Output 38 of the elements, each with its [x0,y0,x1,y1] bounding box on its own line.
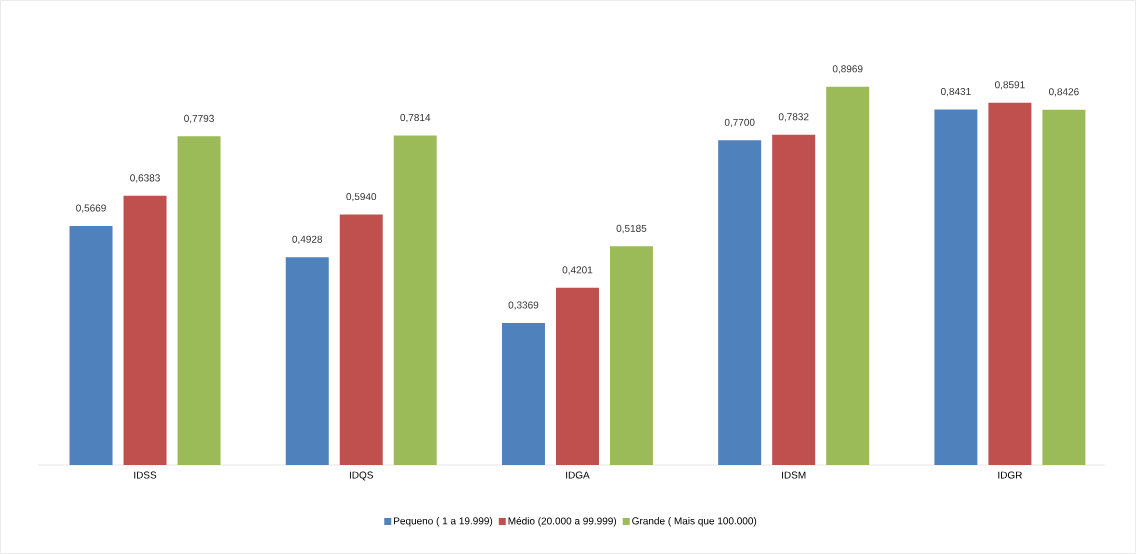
data-label: 0,3369 [508,301,539,310]
bar [934,109,978,465]
bar [339,214,383,465]
bar [393,135,437,465]
bar [123,195,167,465]
bar [988,102,1032,465]
x-tick-label: IDSS [134,471,157,479]
bar [177,136,221,465]
bar [555,287,599,465]
legend-label: Pequeno ( 1 a 19.999) [394,517,493,527]
bar [772,134,816,465]
x-tick-label: IDGR [998,471,1022,479]
bar [718,140,762,465]
bar [826,86,870,465]
bar [1042,109,1086,465]
legend-label: Médio (20.000 a 99.999) [508,517,617,527]
data-label: 0,8431 [941,87,971,97]
data-label: 0,7814 [400,113,431,123]
x-tick-label: IDSM [782,471,806,479]
data-label: 0,4201 [562,266,593,275]
data-label: 0,8591 [995,81,1025,90]
x-tick-label: IDGA [566,471,590,479]
data-label: 0,7700 [724,118,755,128]
bar [501,322,545,465]
bar [69,225,113,465]
data-label: 0,6383 [130,174,160,183]
legend-label: Grande ( Mais que 100.000) [632,517,757,527]
bar [285,257,329,465]
x-tick-label: IDQS [349,471,374,481]
data-label: 0,7793 [184,114,214,124]
data-label: 0,8969 [832,65,863,74]
bar [609,246,653,465]
data-label: 0,4928 [292,235,323,244]
data-label: 0,7832 [778,113,809,122]
data-label: 0,8426 [1049,88,1079,97]
data-label: 0,5940 [346,193,377,202]
data-label: 0,5669 [76,204,106,213]
data-label: 0,5185 [616,224,647,234]
